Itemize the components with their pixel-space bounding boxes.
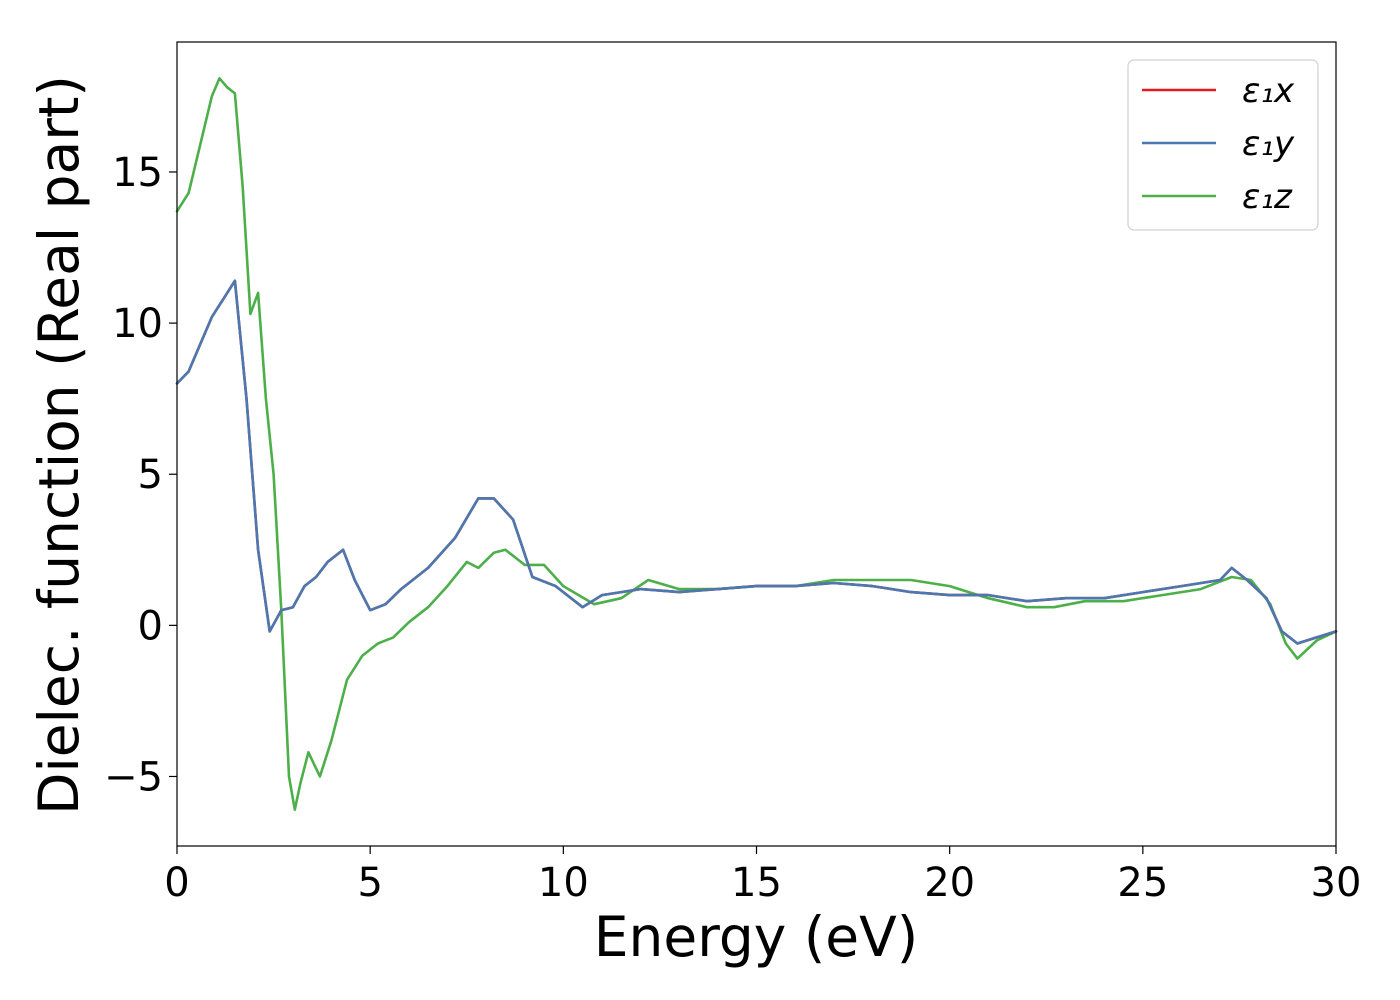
legend-label-1: ε₁y [1242,124,1295,164]
y-tick-label: 10 [112,301,163,347]
y-axis-title: Dielec. function (Real part) [27,75,91,815]
y-tick-label: 15 [112,150,163,196]
y-tick-label: 5 [138,452,163,498]
x-tick-label: 15 [731,860,782,906]
y-ticks: −5 0 5 10 15 [104,150,177,800]
y-tick-label: 0 [138,603,163,649]
series-line-1 [175,279,1338,645]
x-ticks: 0 5 10 15 20 25 30 [164,846,1361,906]
series-line-2 [175,77,1338,812]
y-tick-label: −5 [104,754,163,800]
x-axis-title: Energy (eV) [594,905,918,969]
x-tick-label: 30 [1311,860,1362,906]
legend: ε₁x ε₁y ε₁z [1127,59,1319,231]
x-tick-label: 10 [538,860,589,906]
legend-label-2: ε₁z [1242,177,1293,217]
legend-box [1127,59,1319,231]
legend-label-0: ε₁x [1242,71,1295,111]
x-tick-label: 0 [164,860,189,906]
x-tick-label: 5 [357,860,382,906]
x-tick-label: 25 [1117,860,1168,906]
series-layer [175,77,1338,812]
x-tick-label: 20 [924,860,975,906]
